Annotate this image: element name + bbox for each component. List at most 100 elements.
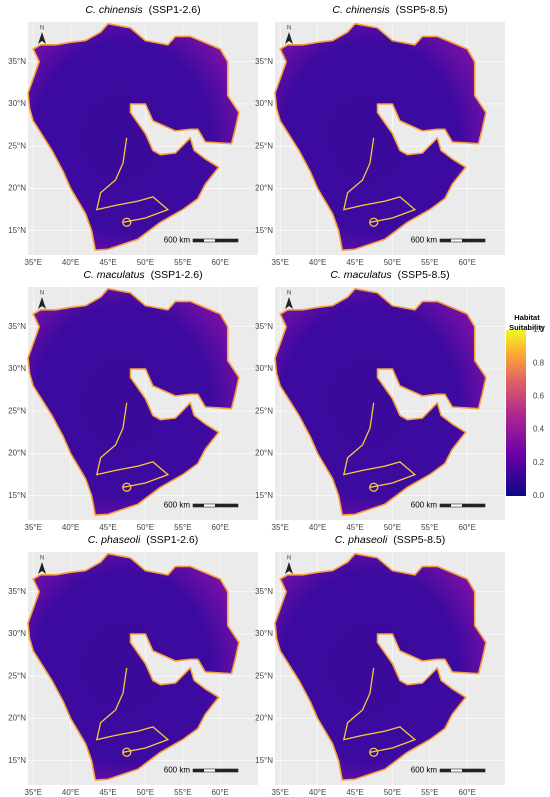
legend-tick-label: 1.0	[533, 325, 545, 334]
lat-tick-label: 20°N	[255, 184, 273, 193]
lat-tick-label: 30°N	[8, 99, 26, 108]
lon-tick-label: 55°E	[174, 788, 191, 797]
species-name: C. maculatus	[83, 269, 145, 281]
lon-tick-label: 35°E	[272, 523, 289, 532]
suitability-contour	[95, 402, 170, 488]
lat-tick-label: 35°N	[8, 322, 26, 331]
lat-tick-label: 30°N	[255, 99, 273, 108]
suitability-contour	[122, 747, 132, 757]
suitability-contour	[342, 667, 417, 753]
legend-tick-label: 0.2	[533, 458, 545, 467]
lat-tick-label: 20°N	[8, 184, 26, 193]
map-panel: 35°E 40°E 45°E 50°E 55°E 60°E 35°N 30°N 25°N 20°N…	[255, 534, 505, 797]
suitability-contour	[369, 482, 379, 492]
lat-tick-label: 15°N	[8, 226, 26, 235]
scale-bar	[440, 239, 451, 242]
lat-tick-label: 30°N	[8, 629, 26, 638]
lon-tick-label: 50°E	[137, 258, 154, 267]
lat-tick-label: 30°N	[255, 629, 273, 638]
lon-tick-label: 60°E	[459, 523, 476, 532]
lat-tick-label: 15°N	[255, 226, 273, 235]
lon-tick-label: 50°E	[137, 788, 154, 797]
lat-tick-label: 30°N	[8, 364, 26, 373]
scale-bar	[440, 769, 451, 772]
north-arrow	[38, 562, 46, 574]
lon-tick-label: 60°E	[212, 788, 229, 797]
map-panel: 35°E 40°E 45°E 50°E 55°E 60°E 35°N 30°N 25°N 20°N…	[8, 269, 258, 532]
lon-tick-label: 45°E	[346, 523, 363, 532]
species-name: C. maculatus	[330, 269, 392, 281]
suitability-contour	[95, 137, 170, 223]
lon-tick-label: 45°E	[346, 788, 363, 797]
species-name: C. phaseoli	[88, 534, 141, 546]
legend-tick-label: 0.4	[533, 425, 545, 434]
lon-tick-label: 45°E	[99, 258, 116, 267]
lat-tick-label: 15°N	[8, 756, 26, 765]
land-area	[274, 22, 487, 251]
lat-tick-label: 35°N	[8, 587, 26, 596]
scale-label: 600 km	[164, 766, 191, 775]
lon-tick-label: 40°E	[309, 258, 326, 267]
land-area	[274, 287, 487, 516]
north-arrow	[285, 562, 293, 574]
scale-label: 600 km	[411, 766, 438, 775]
scale-bar	[215, 239, 238, 242]
lon-tick-label: 35°E	[25, 788, 42, 797]
lat-tick-label: 25°N	[255, 406, 273, 415]
panel-title: C. phaseoli (SSP1-2.6)	[88, 534, 198, 546]
lon-tick-label: 50°E	[384, 788, 401, 797]
scale-bar	[215, 769, 238, 772]
scale-label: 600 km	[411, 501, 438, 510]
scenario: (SSP1-2.6)	[146, 534, 198, 546]
north-arrow	[285, 32, 293, 44]
lon-tick-label: 50°E	[137, 523, 154, 532]
lat-tick-label: 35°N	[255, 322, 273, 331]
scale-bar	[193, 769, 204, 772]
suitability-contour	[122, 217, 132, 227]
north-label: N	[287, 291, 291, 297]
scenario: (SSP5-8.5)	[396, 4, 448, 16]
north-label: N	[40, 291, 44, 297]
lon-tick-label: 40°E	[309, 788, 326, 797]
lat-tick-label: 20°N	[8, 449, 26, 458]
lon-tick-label: 60°E	[459, 788, 476, 797]
north-label: N	[40, 26, 44, 32]
scale-bar	[440, 504, 451, 507]
north-label: N	[40, 556, 44, 562]
north-label: N	[287, 26, 291, 32]
lon-tick-label: 35°E	[272, 258, 289, 267]
lon-tick-label: 40°E	[62, 788, 79, 797]
legend-title-line: Habitat	[514, 313, 540, 322]
lon-tick-label: 35°E	[25, 523, 42, 532]
lat-tick-label: 15°N	[8, 491, 26, 500]
suitability-contour	[369, 747, 379, 757]
land-area	[274, 552, 487, 781]
lon-tick-label: 40°E	[309, 523, 326, 532]
lon-tick-label: 35°E	[272, 788, 289, 797]
scale-label: 600 km	[164, 236, 191, 245]
lat-tick-label: 25°N	[255, 671, 273, 680]
lon-tick-label: 45°E	[99, 788, 116, 797]
lat-tick-label: 20°N	[255, 449, 273, 458]
scale-bar	[193, 504, 204, 507]
suitability-contour	[122, 482, 132, 492]
suitability-contour	[369, 217, 379, 227]
lat-tick-label: 35°N	[255, 57, 273, 66]
lon-tick-label: 55°E	[174, 523, 191, 532]
legend-tick-label: 0.0	[533, 491, 545, 500]
north-arrow	[38, 32, 46, 44]
legend-title-line: Suitability	[509, 323, 546, 332]
color-bar	[506, 330, 526, 496]
lon-tick-label: 60°E	[212, 258, 229, 267]
scenario: (SSP1-2.6)	[149, 4, 201, 16]
lon-tick-label: 50°E	[384, 258, 401, 267]
lon-tick-label: 40°E	[62, 523, 79, 532]
north-arrow	[38, 297, 46, 309]
lat-tick-label: 35°N	[8, 57, 26, 66]
lon-tick-label: 60°E	[212, 523, 229, 532]
suitability-contour	[95, 667, 170, 753]
panel-title: C. chinensis (SSP5-8.5)	[332, 4, 447, 16]
suitability-contour	[342, 137, 417, 223]
lon-tick-label: 55°E	[174, 258, 191, 267]
